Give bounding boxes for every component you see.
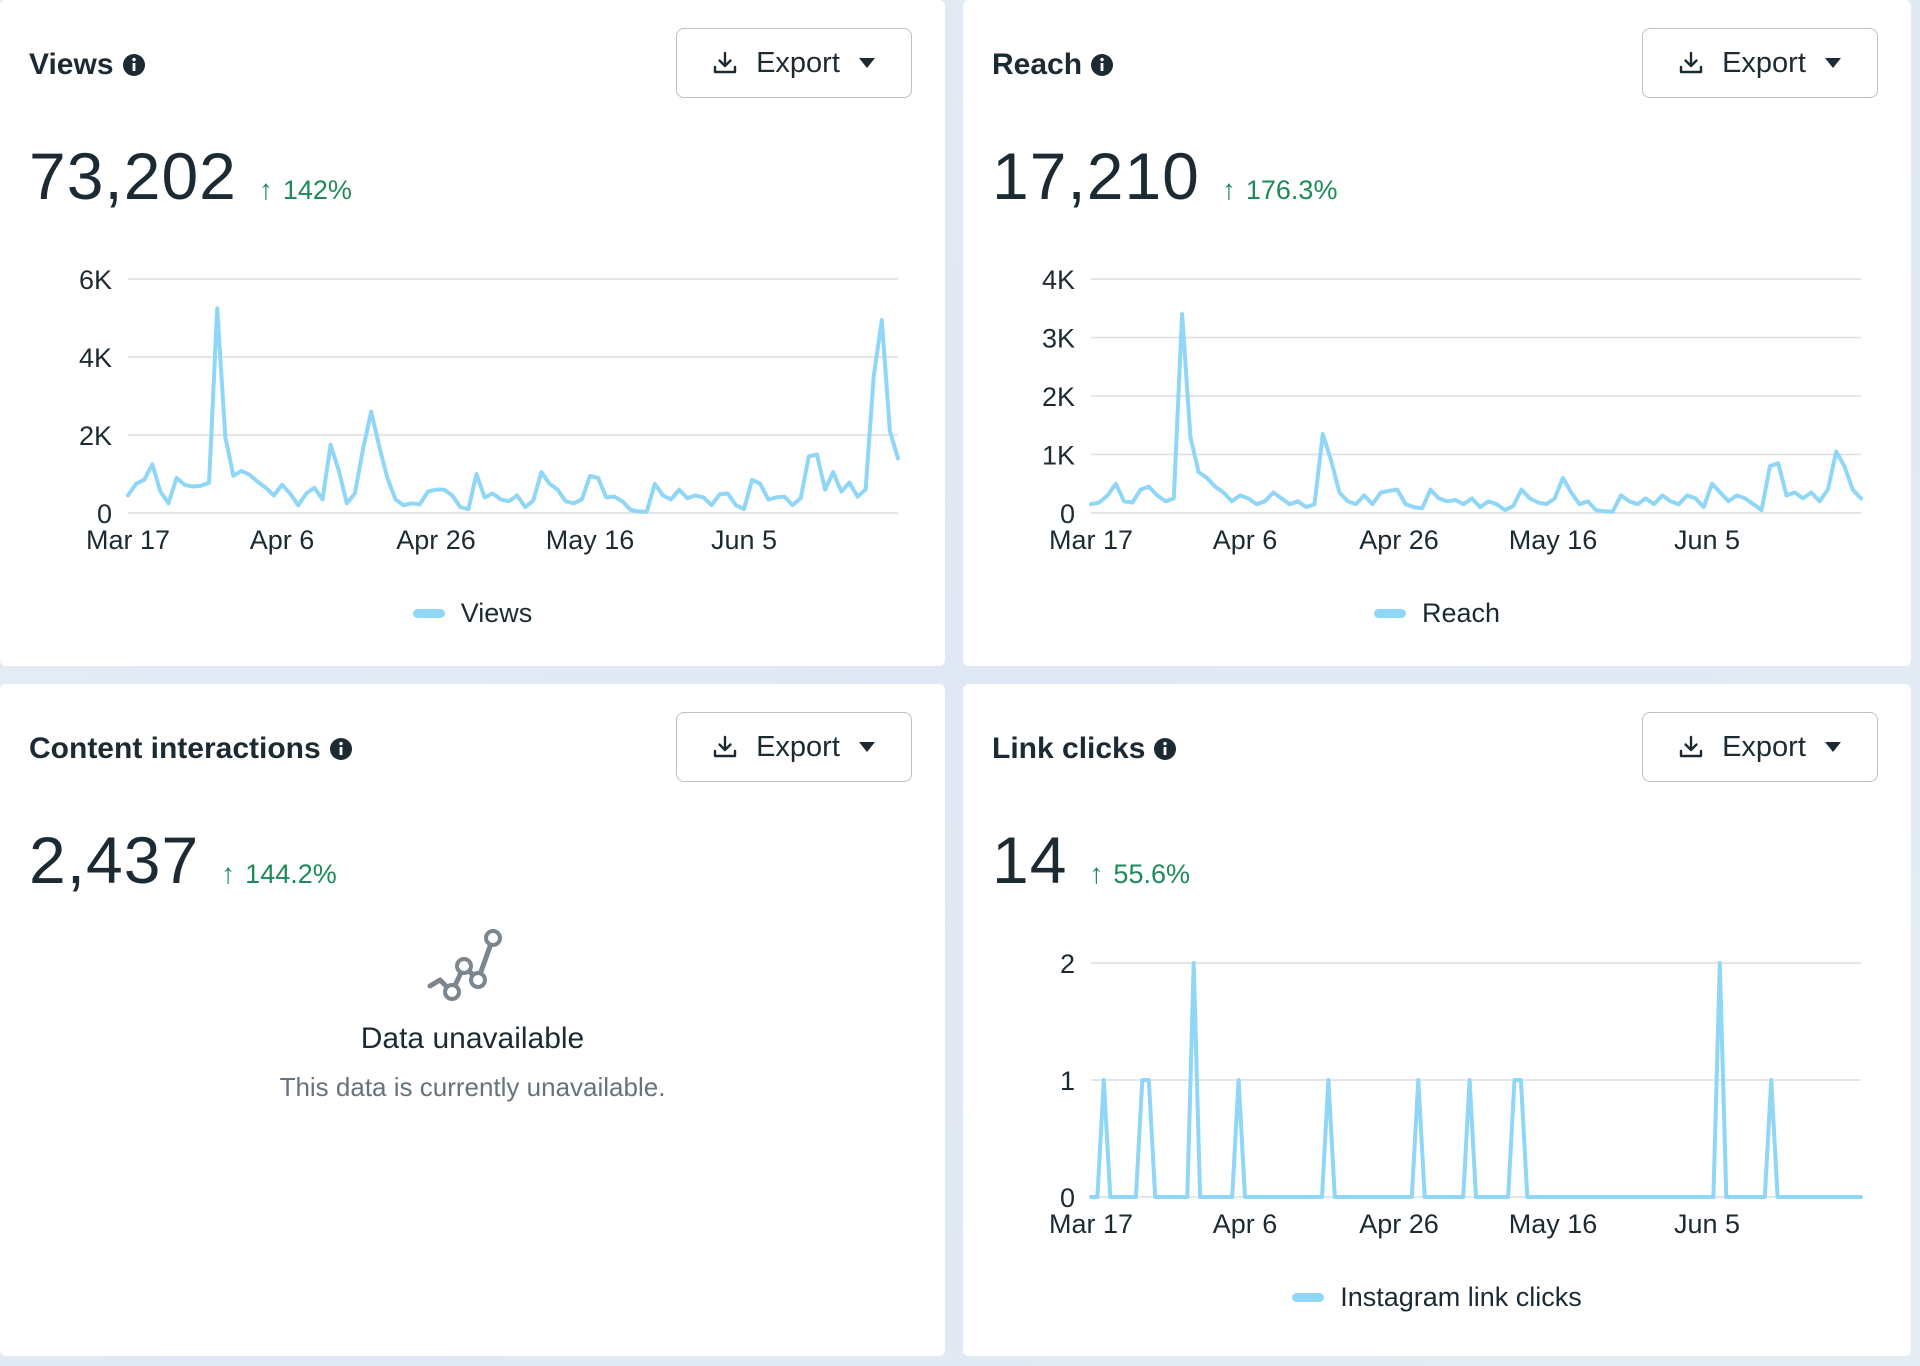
views-line-chart: 0 2K 4K 6K Mar 17 Apr 6 Apr 26 May 16 Jun 5 (79, 265, 900, 555)
metric-delta: ↑ 176.3% (1222, 174, 1338, 206)
legend-swatch (412, 609, 445, 618)
export-button[interactable]: Export (1642, 28, 1878, 98)
info-icon[interactable] (1090, 53, 1114, 77)
arrow-up-icon: ↑ (258, 174, 273, 205)
y-tick-label: 0 (1060, 499, 1075, 529)
legend-label: Reach (1421, 598, 1501, 628)
y-tick-label: 4K (1042, 265, 1075, 295)
export-label: Export (1722, 730, 1806, 763)
delta-value: 142% (282, 175, 352, 205)
series-line (1089, 312, 1863, 514)
download-icon (713, 735, 737, 758)
series-line (1089, 961, 1863, 1199)
download-icon (713, 51, 737, 74)
x-tick-label: Apr 26 (396, 525, 476, 555)
caret-down-icon (858, 742, 875, 752)
chart-legend: Instagram link clicks (963, 1282, 1911, 1313)
x-tick-label: May 16 (546, 525, 635, 555)
legend-swatch (1292, 1293, 1325, 1302)
y-tick-label: 2 (1060, 949, 1075, 979)
arrow-up-icon: ↑ (221, 858, 236, 889)
legend-swatch (1373, 609, 1406, 618)
export-label: Export (756, 46, 840, 79)
x-tick-label: Mar 17 (1049, 525, 1133, 555)
metric-summary: 17,210 ↑ 176.3% (992, 138, 1337, 214)
x-tick-label: Apr 6 (1213, 525, 1278, 555)
card-title: Link clicks (992, 732, 1177, 766)
export-button[interactable]: Export (676, 28, 912, 98)
metric-delta: ↑ 55.6% (1089, 858, 1190, 890)
card-title-text: Views (29, 48, 114, 81)
x-tick-label: Mar 17 (1049, 1209, 1133, 1239)
download-icon (1679, 51, 1703, 74)
metric-summary: 2,437 ↑ 144.2% (29, 822, 337, 898)
x-tick-label: Apr 26 (1359, 525, 1439, 555)
export-label: Export (1722, 46, 1806, 79)
card-title: Reach (992, 48, 1114, 82)
series-line (126, 306, 900, 514)
y-tick-label: 2K (79, 421, 112, 451)
y-tick-label: 0 (1060, 1183, 1075, 1213)
y-tick-label: 0 (97, 499, 112, 529)
export-label: Export (756, 730, 840, 763)
x-tick-label: Jun 5 (1674, 525, 1740, 555)
info-icon[interactable] (329, 737, 353, 761)
export-button[interactable]: Export (1642, 712, 1878, 782)
x-tick-label: May 16 (1509, 525, 1598, 555)
empty-state: Data unavailable This data is currently … (0, 924, 945, 1103)
views-card: Views Export 73,202 ↑ 142% 0 2K 4K 6K Mar 17… (0, 0, 945, 666)
metric-summary: 73,202 ↑ 142% (29, 138, 352, 214)
x-tick-label: Mar 17 (86, 525, 170, 555)
card-title: Views (29, 48, 146, 82)
chart-legend: Reach (963, 598, 1911, 629)
legend-label: Instagram link clicks (1340, 1282, 1582, 1312)
card-title-text: Link clicks (992, 732, 1146, 765)
chart-legend: Views (0, 598, 945, 629)
metric-summary: 14 ↑ 55.6% (992, 822, 1190, 898)
arrow-up-icon: ↑ (1221, 174, 1236, 205)
metric-value: 73,202 (29, 139, 237, 213)
content-interactions-card: Content interactions Export 2,437 ↑ 144.… (0, 684, 945, 1356)
x-tick-label: Jun 5 (711, 525, 777, 555)
trend-chart-icon (427, 929, 502, 1001)
y-tick-label: 1K (1042, 441, 1075, 471)
link-clicks-card: Link clicks Export 14 ↑ 55.6% 0 1 2 Mar 17 A… (963, 684, 1911, 1356)
caret-down-icon (1824, 742, 1841, 752)
y-tick-label: 6K (79, 265, 112, 295)
y-tick-label: 4K (79, 343, 112, 373)
download-icon (1679, 735, 1703, 758)
x-tick-label: Jun 5 (1674, 1209, 1740, 1239)
reach-card: Reach Export 17,210 ↑ 176.3% 0 1K 2K 3K 4K Ma… (963, 0, 1911, 666)
metric-value: 14 (992, 823, 1068, 897)
export-button[interactable]: Export (676, 712, 912, 782)
x-tick-label: Apr 26 (1359, 1209, 1439, 1239)
card-title-text: Content interactions (29, 732, 321, 765)
empty-state-subtitle: This data is currently unavailable. (279, 1072, 666, 1102)
y-tick-label: 3K (1042, 324, 1075, 354)
metric-value: 17,210 (992, 139, 1200, 213)
x-tick-label: May 16 (1509, 1209, 1598, 1239)
x-tick-label: Apr 6 (1213, 1209, 1278, 1239)
info-icon[interactable] (1153, 737, 1177, 761)
y-tick-label: 2K (1042, 382, 1075, 412)
delta-value: 176.3% (1245, 175, 1338, 205)
caret-down-icon (1824, 58, 1841, 68)
delta-value: 144.2% (245, 859, 337, 889)
empty-state-title: Data unavailable (360, 1022, 585, 1055)
metric-value: 2,437 (29, 823, 200, 897)
x-tick-label: Apr 6 (250, 525, 315, 555)
metric-delta: ↑ 144.2% (221, 858, 337, 890)
delta-value: 55.6% (1113, 859, 1190, 889)
info-icon[interactable] (122, 53, 146, 77)
y-tick-label: 1 (1060, 1066, 1075, 1096)
reach-line-chart: 0 1K 2K 3K 4K Mar 17 Apr 6 Apr 26 May 16 Jun 5 (1042, 265, 1863, 555)
legend-label: Views (460, 598, 533, 628)
link-clicks-line-chart: 0 1 2 Mar 17 Apr 6 Apr 26 May 16 Jun 5 (1049, 949, 1863, 1239)
caret-down-icon (858, 58, 875, 68)
metric-delta: ↑ 142% (259, 174, 352, 206)
card-title-text: Reach (992, 48, 1083, 81)
card-title: Content interactions (29, 732, 353, 766)
arrow-up-icon: ↑ (1089, 858, 1104, 889)
